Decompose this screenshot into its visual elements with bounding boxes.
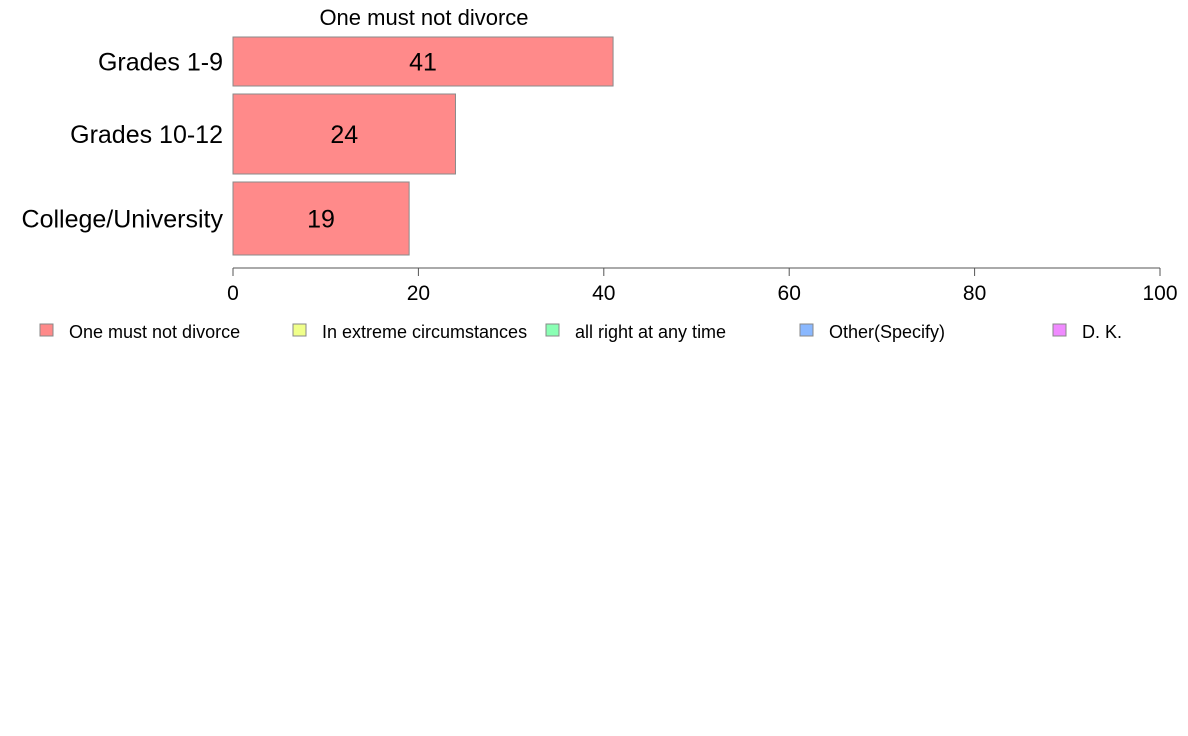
legend-swatch [799,323,814,337]
data-label: 41 [409,49,437,77]
category-label: College/University [22,206,224,234]
x-tick-label: 20 [407,282,430,305]
x-tick-label: 60 [778,282,801,305]
legend-label: One must not divorce [69,322,240,342]
x-tick-label: 40 [592,282,615,305]
x-tick-label: 80 [963,282,986,305]
bar [232,36,614,87]
x-tick-label: 0 [227,282,239,305]
legend-swatch [39,323,54,337]
chart-title: One must not divorce [319,5,528,30]
bars-group: Grades 1-9 41 Grades 10-12 24 College/Univer… [22,36,614,256]
x-axis: 0 20 40 60 80 100 [227,267,1178,305]
bar [232,181,410,256]
bar [232,93,456,175]
legend-label: D. K. [1082,322,1122,342]
legend-label: In extreme circumstances [322,322,527,342]
x-tick-label: 100 [1142,282,1177,305]
legend-swatch [1052,323,1067,337]
data-label: 24 [330,121,358,149]
legend-swatch [545,323,560,337]
legend-label: Other(Specify) [829,322,945,342]
legend-label: all right at any time [575,322,726,342]
legend: One must not divorce In extreme circumsta… [39,322,1122,342]
data-label: 19 [307,206,335,234]
category-label: Grades 1-9 [98,49,223,77]
legend-swatch [292,323,307,337]
category-label: Grades 10-12 [70,121,223,149]
